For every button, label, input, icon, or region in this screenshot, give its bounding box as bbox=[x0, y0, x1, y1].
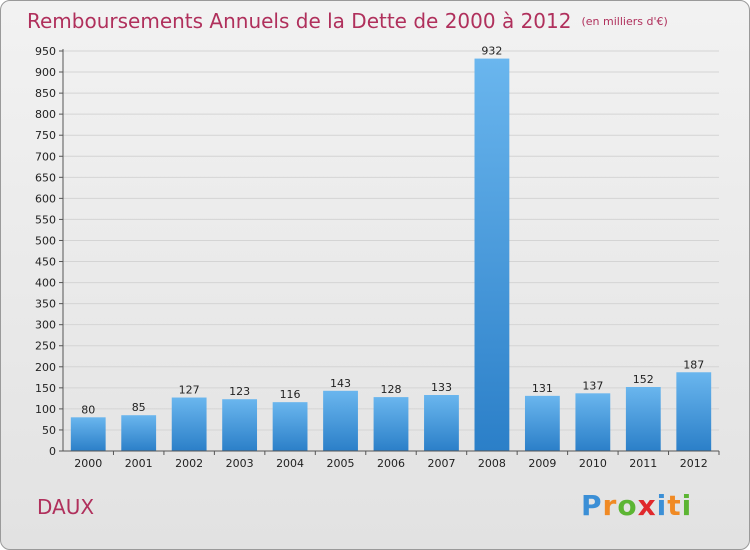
bars bbox=[70, 58, 712, 451]
x-tick-label: 2003 bbox=[226, 457, 254, 470]
place-name: DAUX bbox=[37, 495, 95, 519]
value-label: 133 bbox=[431, 381, 452, 394]
chart-title: Remboursements Annuels de la Dette de 20… bbox=[27, 9, 668, 33]
value-label: 152 bbox=[633, 373, 654, 386]
logo-letter: o bbox=[617, 489, 638, 522]
y-tick-label: 150 bbox=[35, 382, 56, 395]
bar bbox=[121, 415, 157, 451]
logo-letter: t bbox=[667, 489, 682, 522]
x-tick-label: 2010 bbox=[579, 457, 607, 470]
y-tick-label: 250 bbox=[35, 340, 56, 353]
y-tick-label: 200 bbox=[35, 361, 56, 374]
y-tick-label: 350 bbox=[35, 298, 56, 311]
y-tick-label: 500 bbox=[35, 234, 56, 247]
bar bbox=[272, 402, 308, 451]
x-tick-label: 2011 bbox=[629, 457, 657, 470]
value-label: 932 bbox=[481, 45, 502, 58]
bar bbox=[524, 395, 560, 451]
bar bbox=[676, 372, 712, 451]
x-tick-label: 2005 bbox=[327, 457, 355, 470]
x-tick-label: 2012 bbox=[680, 457, 708, 470]
x-tick-label: 2007 bbox=[427, 457, 455, 470]
bar bbox=[222, 399, 258, 451]
x-tick-label: 2006 bbox=[377, 457, 405, 470]
y-tick-label: 750 bbox=[35, 129, 56, 142]
x-tick-label: 2002 bbox=[175, 457, 203, 470]
y-tick-label: 650 bbox=[35, 171, 56, 184]
bar bbox=[424, 395, 459, 451]
bar bbox=[575, 393, 611, 451]
x-tick-label: 2009 bbox=[528, 457, 556, 470]
logo-letter: r bbox=[602, 489, 618, 522]
y-tick-label: 950 bbox=[35, 45, 56, 58]
value-label: 131 bbox=[532, 382, 553, 395]
y-tick-label: 800 bbox=[35, 108, 56, 121]
bar bbox=[323, 390, 358, 451]
y-tick-label: 600 bbox=[35, 192, 56, 205]
x-tick-label: 2008 bbox=[478, 457, 506, 470]
y-tick-label: 550 bbox=[35, 213, 56, 226]
x-tick-label: 2000 bbox=[74, 457, 102, 470]
chart-title-text: Remboursements Annuels de la Dette de 20… bbox=[27, 9, 572, 33]
bar bbox=[171, 397, 207, 451]
value-label: 143 bbox=[330, 377, 351, 390]
logo-letter: i bbox=[681, 489, 693, 522]
x-tick-label: 2001 bbox=[125, 457, 153, 470]
proxiti-logo[interactable]: Proxiti bbox=[581, 489, 692, 522]
value-label: 137 bbox=[582, 379, 603, 392]
value-label: 80 bbox=[81, 403, 95, 416]
bar bbox=[70, 417, 106, 451]
value-label: 123 bbox=[229, 385, 250, 398]
value-label: 116 bbox=[280, 388, 301, 401]
value-label: 85 bbox=[132, 401, 146, 414]
y-tick-label: 400 bbox=[35, 277, 56, 290]
axes bbox=[59, 49, 720, 455]
grid-lines bbox=[63, 50, 719, 431]
labels: 0 50 100 150 200 250 300 350 400 450 500 550 600 650 7… bbox=[35, 45, 708, 470]
bar bbox=[474, 58, 510, 451]
logo-letter: x bbox=[637, 489, 657, 522]
y-tick-label: 100 bbox=[35, 403, 56, 416]
logo-letter: i bbox=[656, 489, 668, 522]
y-tick-label: 700 bbox=[35, 150, 56, 163]
y-tick-label: 450 bbox=[35, 256, 56, 269]
x-tick-label: 2004 bbox=[276, 457, 304, 470]
y-tick-label: 50 bbox=[42, 424, 56, 437]
y-tick-label: 900 bbox=[35, 66, 56, 79]
logo-letter: P bbox=[581, 489, 603, 522]
value-label: 187 bbox=[683, 358, 704, 371]
y-tick-label: 300 bbox=[35, 319, 56, 332]
y-tick-label: 0 bbox=[49, 445, 56, 458]
chart-subtitle: (en milliers d'€) bbox=[581, 15, 668, 28]
bar bbox=[625, 387, 661, 451]
bar bbox=[373, 397, 409, 451]
y-tick-label: 850 bbox=[35, 87, 56, 100]
value-label: 128 bbox=[381, 383, 402, 396]
value-label: 127 bbox=[179, 384, 200, 397]
